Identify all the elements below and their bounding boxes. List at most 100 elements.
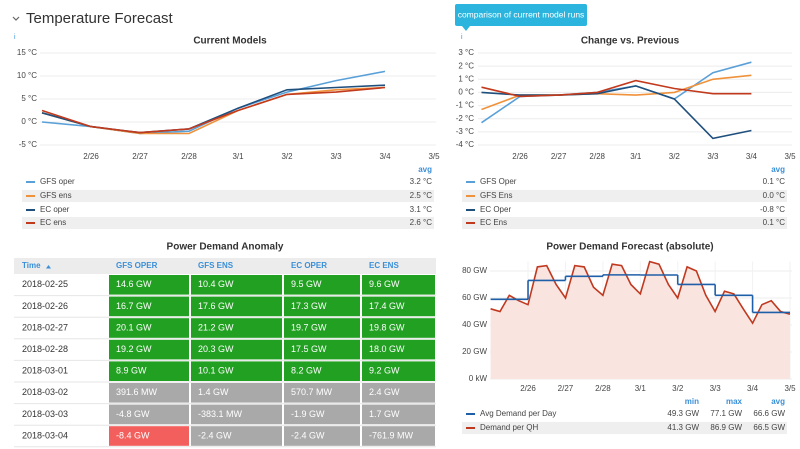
cell: 10.4 GW: [198, 279, 234, 289]
cell-bg: [191, 361, 282, 381]
legend-header: max: [726, 397, 743, 406]
column-header[interactable]: EC OPER: [291, 261, 327, 270]
legend-label[interactable]: GFS oper: [40, 177, 75, 186]
cell: 9.5 GW: [291, 279, 322, 289]
column-header[interactable]: GFS ENS: [198, 261, 234, 270]
cell: -383.1 MW: [198, 409, 243, 419]
legend-value: 3.1 °C: [410, 205, 433, 214]
legend-label[interactable]: EC Ens: [480, 218, 507, 227]
legend-value: 3.2 °C: [410, 177, 433, 186]
legend-label[interactable]: EC Oper: [480, 205, 511, 214]
legend-label[interactable]: EC oper: [40, 205, 70, 214]
legend-value: -0.8 °C: [760, 205, 785, 214]
chart-title: Power Demand Forecast (absolute): [546, 242, 713, 253]
cell-bg: [362, 404, 435, 425]
table-title: Power Demand Anomaly: [167, 242, 284, 253]
y-tick-label: 0 kW: [469, 374, 488, 383]
sort-icon: [46, 265, 51, 269]
cell: -2.4 GW: [291, 430, 325, 440]
collapse-icon[interactable]: [12, 16, 20, 21]
x-tick-label: 2/27: [558, 384, 574, 393]
info-icon[interactable]: i: [461, 34, 463, 41]
x-tick-label: 2/28: [595, 384, 611, 393]
cell-bg: [284, 426, 360, 446]
cell: 20.3 GW: [198, 344, 234, 354]
column-header[interactable]: EC ENS: [369, 261, 399, 270]
legend-row-bg: [462, 422, 787, 434]
tooltip: comparison of current model runs: [455, 4, 587, 31]
column-header[interactable]: Time: [22, 261, 41, 270]
legend-header: min: [685, 397, 699, 406]
cell-bg: [284, 404, 360, 425]
x-tick-label: 3/1: [635, 384, 647, 393]
cell: 17.5 GW: [291, 344, 327, 354]
y-tick-label: 0 °C: [21, 117, 37, 126]
line: [41, 70, 386, 135]
legend-label[interactable]: GFS Oper: [480, 177, 517, 186]
legend-row-bg: [22, 217, 434, 229]
y-tick-label: -1 °C: [456, 101, 475, 110]
cell: 8.9 GW: [116, 366, 147, 376]
cell-bg: [191, 426, 282, 446]
cell-bg: [284, 275, 360, 295]
legend-label[interactable]: Avg Demand per Day: [480, 409, 556, 418]
legend-label[interactable]: Demand per QH: [480, 423, 538, 432]
line: [481, 79, 752, 98]
cell-bg: [191, 318, 282, 338]
column-header[interactable]: GFS OPER: [116, 261, 158, 270]
cell: 19.7 GW: [291, 322, 327, 332]
cell: 9.6 GW: [369, 279, 400, 289]
cell-bg: [191, 383, 282, 403]
cell-bg: [109, 383, 189, 403]
legend-label[interactable]: GFS Ens: [480, 191, 512, 200]
legend-value: 0.1 °C: [763, 177, 786, 186]
line: [481, 85, 752, 140]
legend-value: 0.1 °C: [763, 218, 786, 227]
cell-bg: [284, 339, 360, 360]
chart-title: Current Models: [193, 36, 267, 47]
chart-title: Change vs. Previous: [581, 36, 680, 47]
cell-bg: [362, 426, 435, 446]
x-tick-label: 2/27: [551, 152, 567, 161]
cell: 2018-03-01: [22, 366, 68, 376]
cell: 8.2 GW: [291, 366, 322, 376]
x-tick-label: 3/4: [746, 152, 758, 161]
legend-value: 0.0 °C: [763, 191, 786, 200]
legend-value: 86.9 GW: [710, 423, 742, 432]
y-tick-label: 3 °C: [458, 48, 474, 57]
tooltip-arrow: [462, 26, 470, 31]
cell-bg: [362, 318, 435, 338]
legend-value: 49.3 GW: [667, 409, 699, 418]
cell: -4.8 GW: [116, 409, 150, 419]
legend-label[interactable]: EC ens: [40, 218, 66, 227]
x-tick-label: 3/2: [669, 152, 681, 161]
cell-bg: [109, 361, 189, 381]
cell: 2018-02-28: [22, 344, 68, 354]
cell: 2018-02-27: [22, 322, 68, 332]
cell: -8.4 GW: [116, 430, 150, 440]
cell: -2.4 GW: [198, 430, 232, 440]
legend-value: 41.3 GW: [667, 423, 699, 432]
legend-value: 2.6 °C: [410, 218, 433, 227]
x-tick-label: 3/3: [330, 152, 342, 161]
cell: 9.2 GW: [369, 366, 400, 376]
y-tick-label: -4 °C: [456, 140, 475, 149]
x-tick-label: 3/5: [784, 384, 796, 393]
x-tick-label: 3/5: [428, 152, 440, 161]
x-tick-label: 2/27: [132, 152, 148, 161]
cell-bg: [191, 275, 282, 295]
legend-row-bg: [462, 217, 787, 229]
cell-bg: [284, 361, 360, 381]
table-header-bg: [14, 258, 436, 274]
x-tick-label: 2/28: [589, 152, 605, 161]
legend-row-bg: [22, 190, 434, 202]
legend-header: avg: [418, 165, 432, 174]
x-tick-label: 3/4: [747, 384, 759, 393]
legend-label[interactable]: GFS ens: [40, 191, 72, 200]
legend-value: 77.1 GW: [710, 409, 742, 418]
cell: 17.4 GW: [369, 301, 405, 311]
cell-bg: [362, 296, 435, 317]
info-icon[interactable]: i: [14, 34, 16, 41]
y-tick-label: 20 GW: [462, 347, 487, 356]
line: [41, 86, 386, 134]
